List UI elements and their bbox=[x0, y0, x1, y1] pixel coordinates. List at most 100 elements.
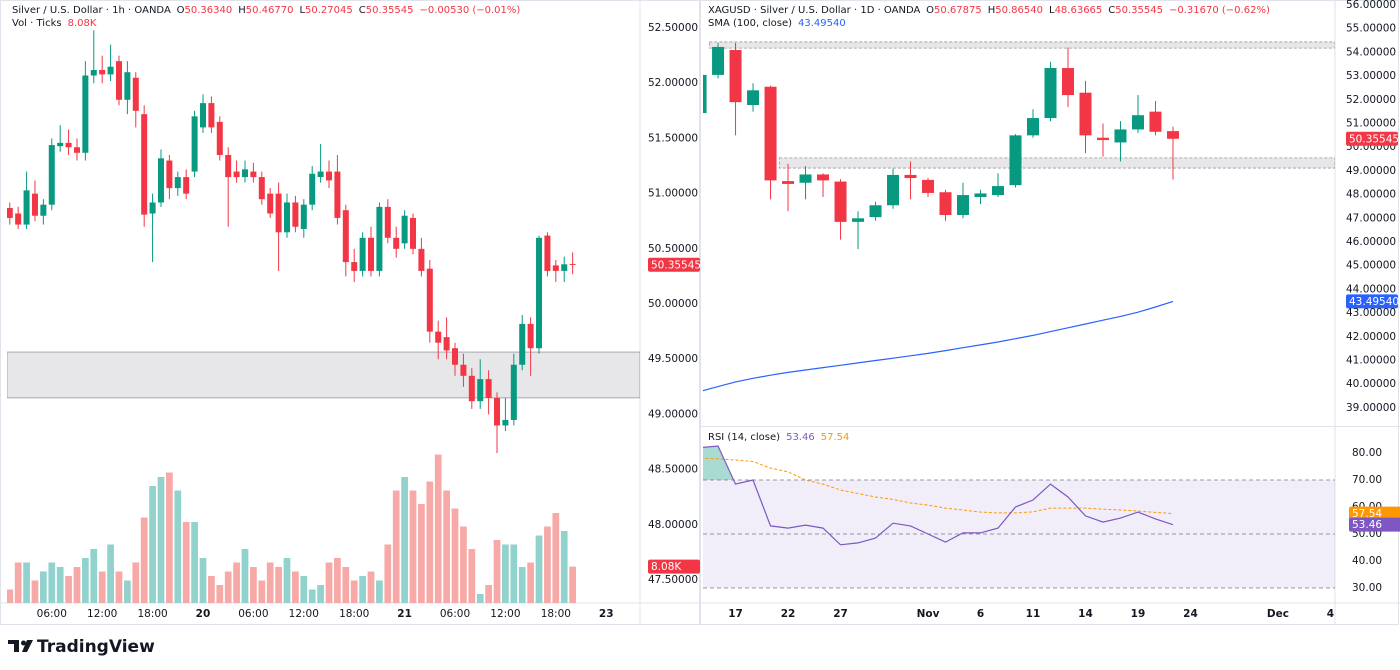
rsi-pane bbox=[703, 445, 1335, 589]
volume-bar bbox=[485, 585, 492, 603]
volume-bar bbox=[258, 580, 266, 603]
ohlc-value: 48.63665 bbox=[1055, 5, 1103, 16]
candle-body bbox=[747, 90, 760, 106]
legend-line: Vol · Ticks 8.08K bbox=[12, 18, 97, 29]
y-tick-label: 44.00000 bbox=[1346, 283, 1396, 295]
volume-bar bbox=[493, 540, 501, 603]
y-tick-label: 47.50000 bbox=[648, 574, 698, 586]
price-badge-label: 8.08K bbox=[651, 561, 682, 573]
volume-bar bbox=[359, 576, 366, 603]
candle-body bbox=[275, 193, 282, 233]
y-tick-label: 54.00000 bbox=[1346, 46, 1396, 58]
volume-bar bbox=[73, 567, 81, 603]
candle-body bbox=[384, 206, 391, 238]
volume-bar bbox=[65, 576, 72, 603]
chart-panel: SMA (100, close) 43.49540 43.49540 39.00000… bbox=[703, 0, 1400, 620]
y-tick-label: 52.00000 bbox=[648, 77, 698, 89]
candle-body bbox=[527, 323, 534, 349]
x-tick-label: 24 bbox=[1183, 608, 1198, 620]
candle-body bbox=[115, 61, 122, 100]
candle-body bbox=[939, 192, 952, 215]
y-tick-label: 45.00000 bbox=[1346, 260, 1396, 272]
candle-body bbox=[141, 114, 148, 215]
candle-body bbox=[174, 177, 181, 189]
right-panel-frame bbox=[700, 0, 1399, 625]
candle-body bbox=[502, 419, 509, 426]
candle-body bbox=[292, 202, 299, 227]
volume-bar bbox=[250, 567, 257, 603]
candle-body bbox=[368, 237, 375, 271]
candle-body bbox=[435, 331, 442, 343]
y-tick-label: 50.00000 bbox=[648, 298, 698, 310]
volume-bar bbox=[409, 490, 417, 603]
candle-body bbox=[452, 348, 459, 365]
y-tick-label: 48.00000 bbox=[648, 519, 698, 531]
volume-bar bbox=[216, 585, 224, 603]
ohlc-key: C bbox=[359, 5, 366, 16]
plot-area bbox=[703, 41, 1335, 392]
y-tick-label: 53.00000 bbox=[1346, 70, 1396, 82]
volume-bar bbox=[149, 486, 156, 603]
volume-bar bbox=[569, 566, 576, 603]
rsi-tick-label: 30.00 bbox=[1352, 582, 1382, 594]
volume-bar bbox=[199, 558, 207, 603]
candle-body bbox=[401, 215, 408, 244]
candle-body bbox=[208, 103, 215, 128]
candle-body bbox=[569, 263, 576, 265]
x-tick-label: 20 bbox=[196, 608, 211, 620]
ohlc-value: 50.67875 bbox=[934, 5, 982, 16]
price-zone bbox=[7, 351, 640, 399]
volume-bar bbox=[233, 562, 240, 603]
y-tick-label: 50.50000 bbox=[648, 243, 698, 255]
volume-bar bbox=[56, 567, 64, 603]
volume-bar bbox=[275, 567, 282, 603]
candle-body bbox=[1166, 131, 1179, 139]
candle-body bbox=[216, 121, 223, 156]
volume-bar bbox=[367, 571, 375, 603]
candle-body bbox=[90, 69, 97, 76]
candle-body bbox=[107, 66, 114, 75]
price-badge-label: 53.46 bbox=[1352, 519, 1382, 531]
volume-bar bbox=[451, 508, 459, 603]
x-tick-label: 21 bbox=[397, 608, 412, 620]
volume-bar bbox=[468, 549, 476, 603]
ohlc-value: 50.35545 bbox=[366, 5, 414, 16]
volume-bar bbox=[266, 562, 274, 603]
candle-body bbox=[1026, 118, 1039, 136]
y-tick-label: 46.00000 bbox=[1346, 236, 1396, 248]
price-badge-label: 50.35545 bbox=[651, 259, 701, 271]
ohlc-key: O bbox=[177, 5, 185, 16]
candle-body bbox=[1096, 137, 1109, 141]
candle-body bbox=[40, 204, 47, 216]
price-badge-label: 50.35545 bbox=[1349, 133, 1399, 145]
candle-body bbox=[426, 268, 433, 332]
candle-body bbox=[326, 171, 333, 181]
rsi-ma-line bbox=[703, 457, 1174, 515]
price-badge bbox=[1349, 506, 1400, 521]
candle-body bbox=[15, 213, 22, 225]
symbol: XAGUSD · Silver / U.S. Dollar · 1D · OAN… bbox=[708, 5, 920, 16]
brand-logo bbox=[8, 640, 33, 652]
candle-body bbox=[410, 217, 417, 249]
candle-body bbox=[957, 195, 970, 215]
candle-body bbox=[199, 103, 206, 128]
candle-body bbox=[23, 190, 30, 225]
x-tick-label: Nov bbox=[917, 608, 940, 620]
candle-body bbox=[869, 205, 882, 218]
candle-body bbox=[418, 248, 425, 271]
y-tick-label: 49.00000 bbox=[1346, 165, 1396, 177]
volume-bar bbox=[224, 571, 232, 603]
volume-bar bbox=[208, 576, 215, 603]
x-tick-label: 14 bbox=[1078, 608, 1093, 620]
ohlc-key: L bbox=[299, 5, 305, 16]
y-tick-label: 47.00000 bbox=[1346, 212, 1396, 224]
ohlc-key: L bbox=[1049, 5, 1055, 16]
candle-body bbox=[519, 323, 526, 365]
x-tick-label: 18:00 bbox=[541, 608, 571, 620]
price-zone bbox=[708, 41, 1335, 49]
y-tick-label: 55.00000 bbox=[1346, 23, 1396, 35]
volume-bar bbox=[334, 558, 341, 603]
candle-body bbox=[1044, 68, 1057, 119]
candle-body bbox=[834, 181, 847, 222]
